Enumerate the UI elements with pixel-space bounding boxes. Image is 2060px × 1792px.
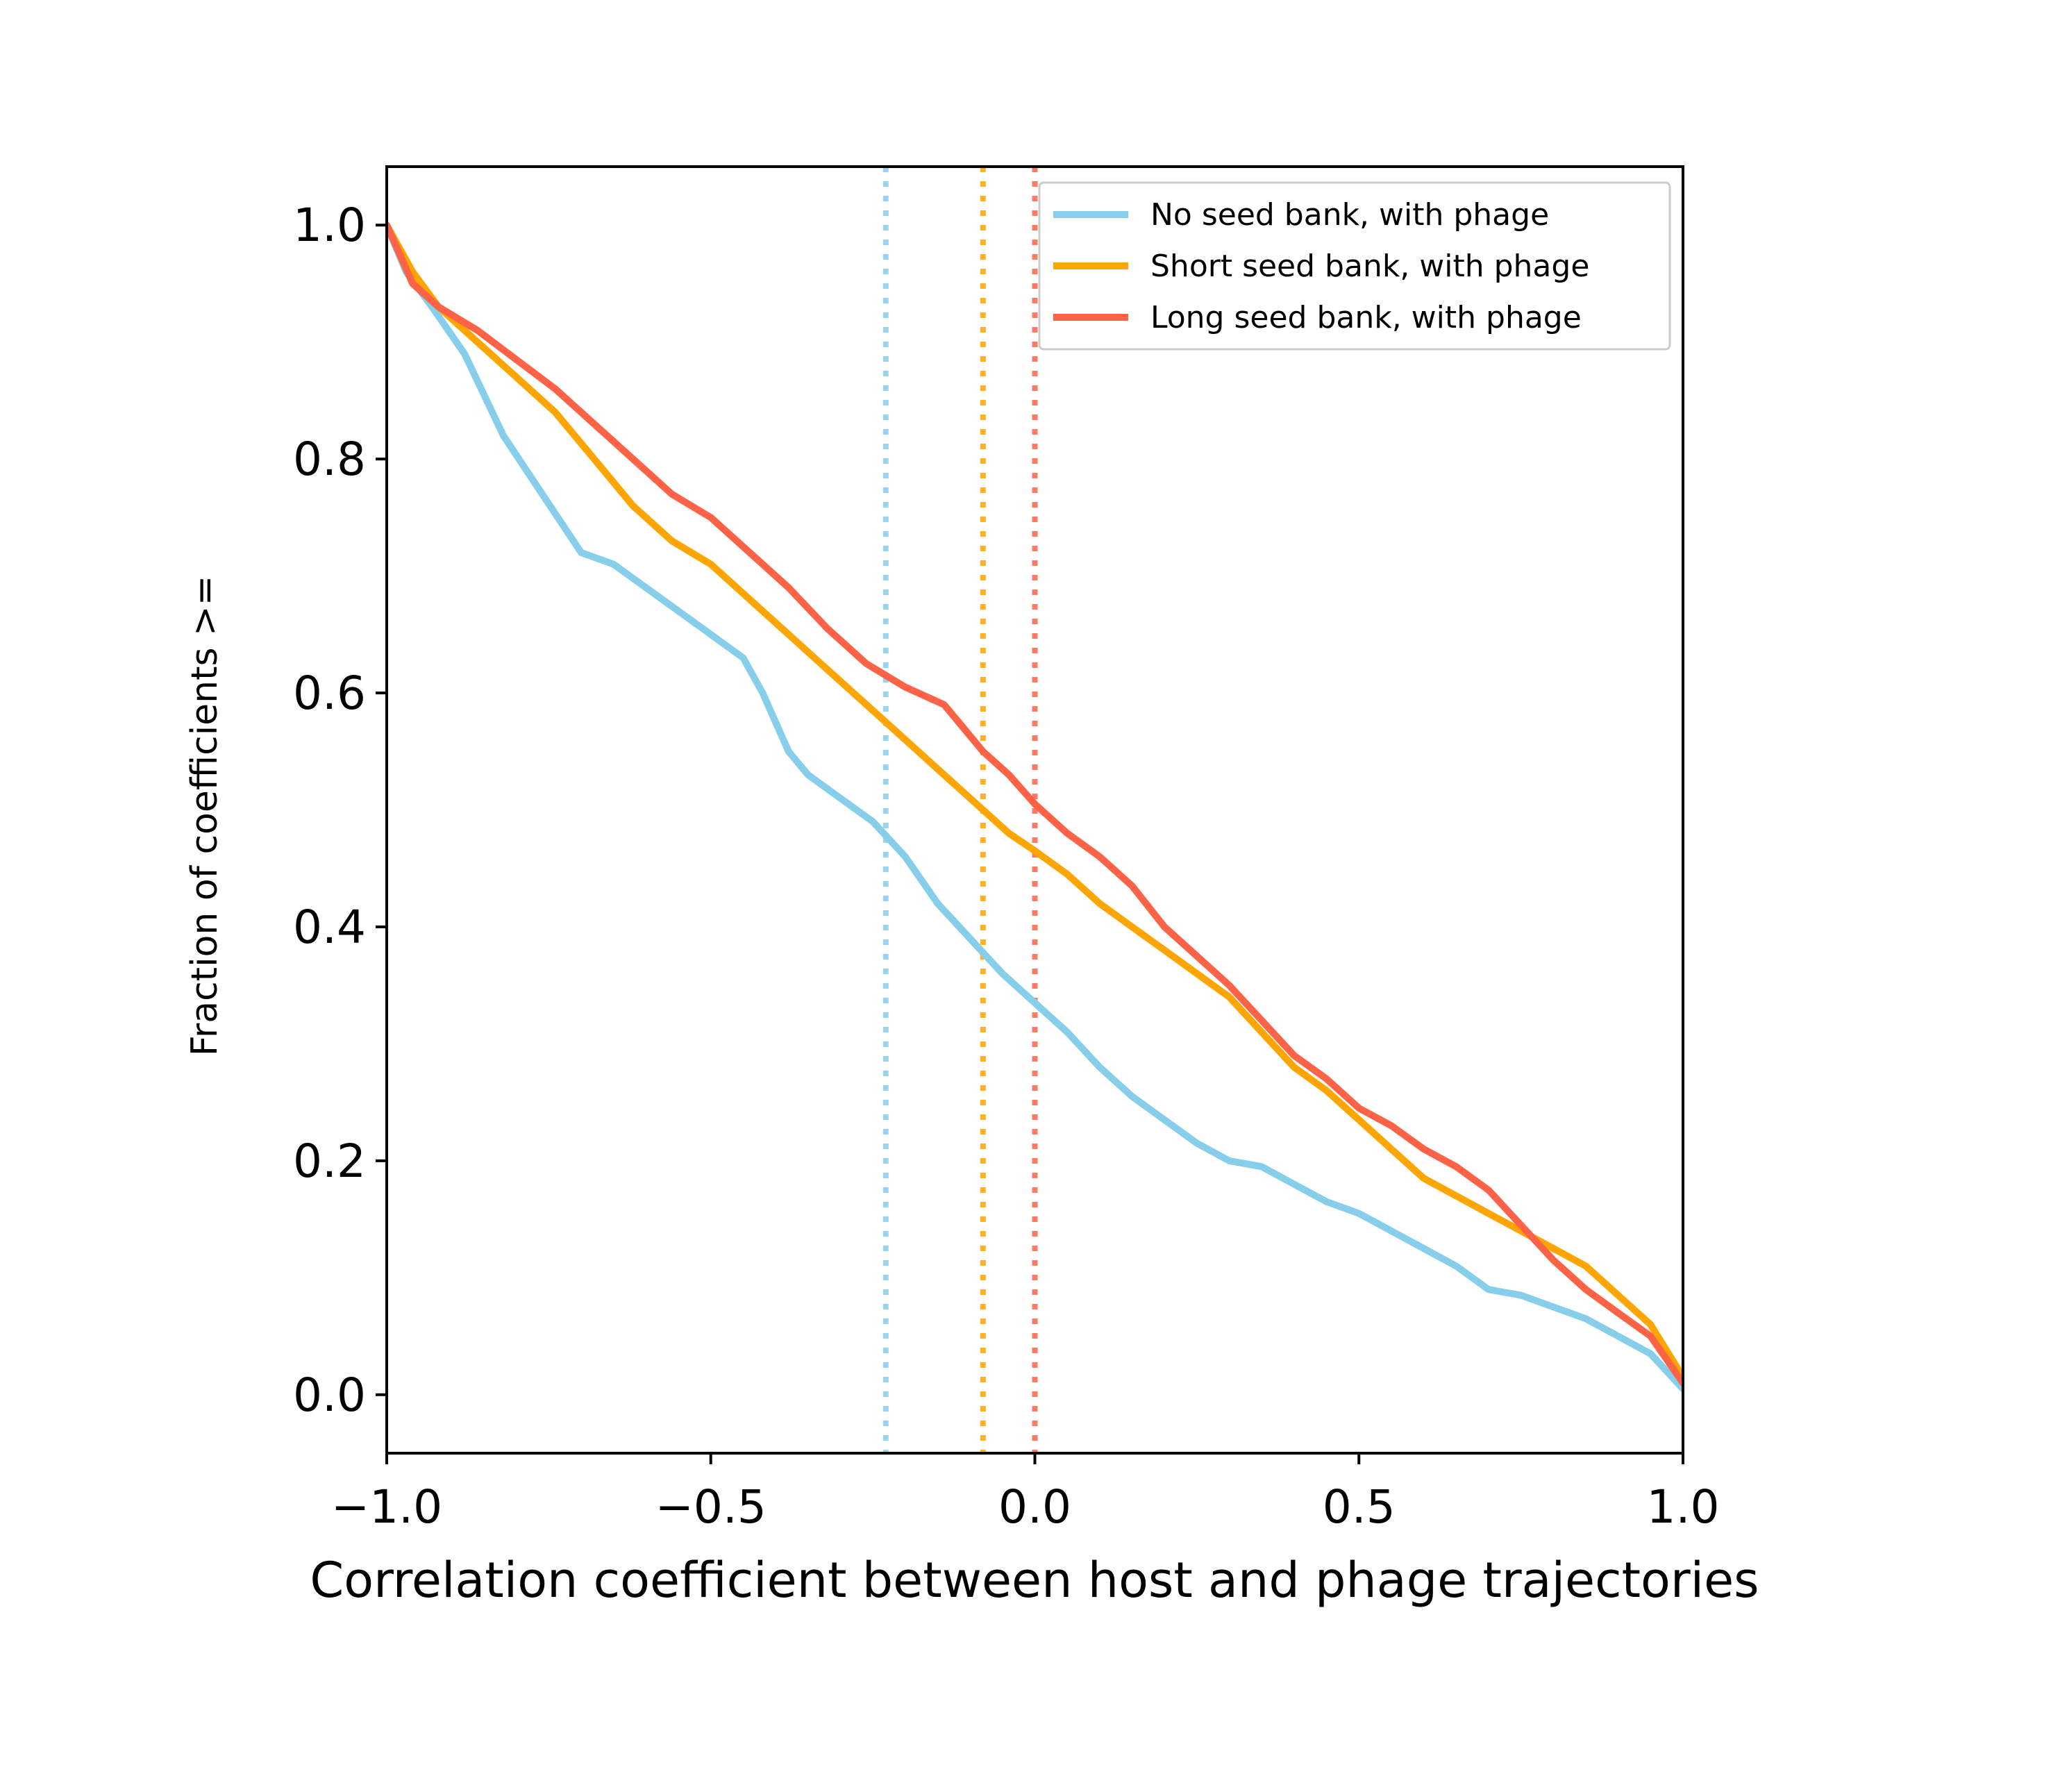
- legend-box: [1038, 181, 1671, 351]
- x-tick-label: −0.5: [655, 1480, 767, 1534]
- series-line-1: [387, 221, 1683, 1393]
- y-tick-label: 0.8: [293, 433, 366, 486]
- x-tick-label: 1.0: [1647, 1480, 1720, 1534]
- x-tick-label: 0.5: [1323, 1480, 1396, 1534]
- y-tick-label: 0.2: [293, 1134, 366, 1188]
- series-line-2: [387, 221, 1683, 1381]
- y-tick-label: 0.6: [293, 667, 366, 720]
- legend-label-1: No seed bank, with phage: [1150, 197, 1549, 233]
- x-tick-label: −1.0: [331, 1480, 442, 1534]
- y-axis-label: Fraction of coefficients >=: [184, 576, 226, 1057]
- y-tick-label: 1.0: [293, 199, 366, 252]
- series-line-3: [387, 221, 1683, 1387]
- plot-area: [387, 167, 1683, 1453]
- y-tick-label: 0.0: [293, 1368, 366, 1422]
- x-axis-label: Correlation coefficient between host and…: [310, 1552, 1759, 1609]
- axis-ticks: −1.0 −0.5 0.0 0.5 1.0 0.0 0.2 0.4 0.6 0.8 1.0: [293, 199, 1719, 1534]
- legend: No seed bank, with phage Short seed bank,…: [1038, 181, 1671, 351]
- x-tick-label: 0.0: [998, 1480, 1071, 1534]
- y-tick-label: 0.4: [293, 901, 366, 954]
- legend-label-3: Long seed bank, with phage: [1150, 300, 1582, 335]
- legend-label-2: Short seed bank, with phage: [1150, 249, 1589, 284]
